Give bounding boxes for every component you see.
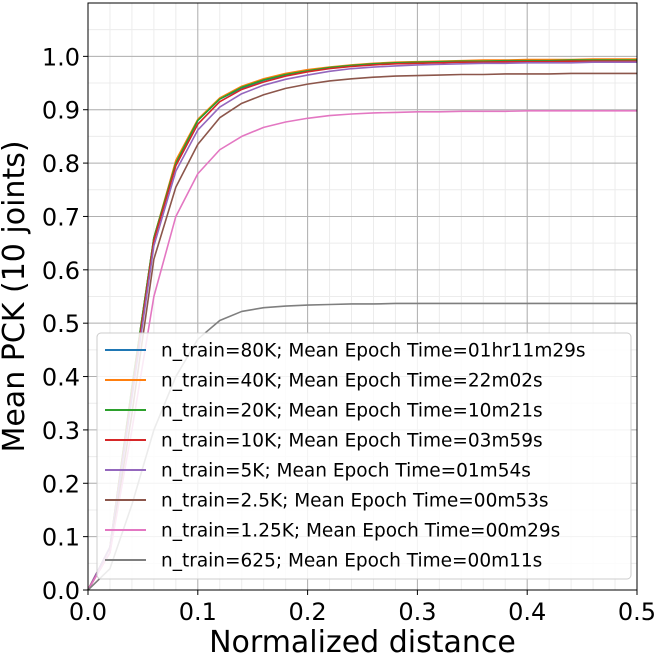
y-tick-label: 0.4: [42, 364, 80, 392]
y-axis-label: Mean PCK (10 joints): [0, 140, 32, 452]
y-tick-label: 0.5: [42, 310, 80, 338]
y-tick-label: 0.8: [42, 150, 80, 178]
y-tick-label: 0.7: [42, 203, 80, 231]
legend-entry-7: n_train=625; Mean Epoch Time=00m11s: [161, 551, 542, 572]
series-layer: [87, 58, 637, 591]
legend-entry-0: n_train=80K; Mean Epoch Time=01hr11m29s: [161, 341, 586, 362]
y-tick-label: 0.1: [42, 524, 80, 552]
y-tick-label: 0.9: [42, 97, 80, 125]
x-tick-label: 0.2: [289, 598, 327, 626]
plot-frame: [87, 2, 638, 591]
legend: n_train=80K; Mean Epoch Time=01hr11m29s n…: [96, 332, 632, 580]
y-tick-label: 0.2: [42, 470, 80, 498]
y-tick-label: 0.0: [42, 577, 80, 605]
y-tick-label: 1.0: [42, 43, 80, 71]
legend-entry-3: n_train=10K; Mean Epoch Time=03m59s: [161, 431, 543, 452]
x-tick-label: 0.0: [69, 598, 107, 626]
series-line-2: [87, 59, 637, 591]
y-tick-label: 0.6: [42, 257, 80, 285]
legend-entry-2: n_train=20K; Mean Epoch Time=10m21s: [161, 401, 543, 422]
legend-entry-1: n_train=40K; Mean Epoch Time=22m02s: [161, 371, 543, 392]
y-tick-label: 0.3: [42, 417, 80, 445]
series-line-3: [87, 60, 637, 591]
x-tick-label: 0.3: [398, 598, 436, 626]
axis-ticks: 0.0 0.1 0.2 0.3 0.4 0.5 0.0 0.1 0.2 0.3 0.4 0.5 0.6 0…: [42, 43, 656, 626]
x-tick-label: 0.5: [618, 598, 656, 626]
series-line-4: [87, 61, 637, 591]
series-line-5: [87, 72, 637, 591]
legend-entry-4: n_train=5K; Mean Epoch Time=01m54s: [161, 461, 531, 482]
x-tick-label: 0.1: [179, 598, 217, 626]
x-tick-label: 0.4: [508, 598, 546, 626]
legend-box: [96, 332, 632, 580]
legend-entry-6: n_train=1.25K; Mean Epoch Time=00m29s: [161, 521, 560, 542]
x-axis-label: Normalized distance: [209, 625, 516, 659]
legend-entry-5: n_train=2.5K; Mean Epoch Time=00m53s: [161, 491, 549, 512]
series-line-6: [87, 109, 637, 591]
